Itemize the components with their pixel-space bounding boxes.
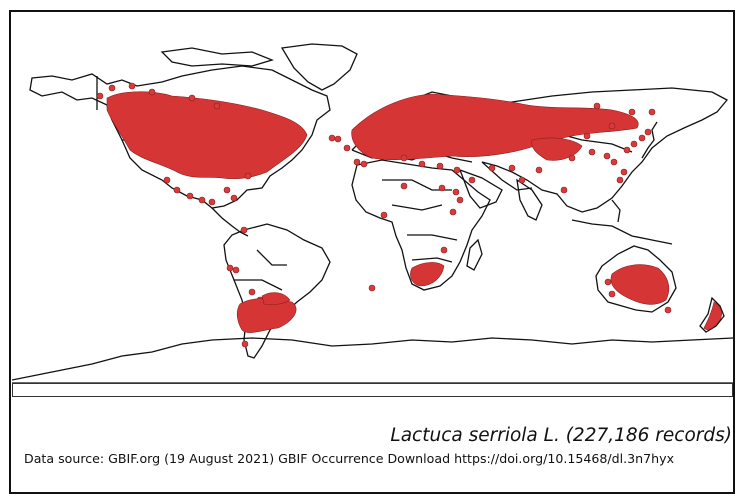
data-source-caption: Data source: GBIF.org (19 August 2021) G… (24, 451, 675, 466)
map-canvas (12, 43, 733, 384)
map-title: Lactuca serriola L. (227,186 records) (390, 425, 732, 446)
occurrence-points (96, 82, 722, 348)
world-map (12, 40, 733, 397)
map-extent-border (12, 383, 733, 397)
